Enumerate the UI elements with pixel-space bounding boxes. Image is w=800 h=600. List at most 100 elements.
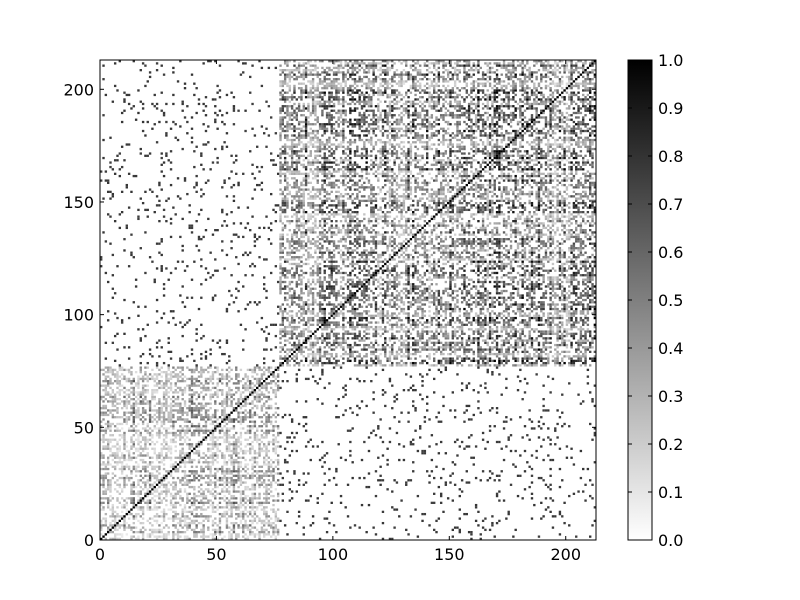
heatmap-cell (218, 339, 222, 342)
heatmap-cell (267, 332, 271, 335)
heatmap-cell (132, 521, 135, 525)
heatmap-cell (451, 330, 454, 333)
heatmap-cell (446, 497, 450, 500)
heatmap-cell (169, 420, 173, 423)
heatmap-cell (398, 339, 401, 342)
heatmap-cell (195, 404, 198, 408)
heatmap-cell (477, 339, 480, 342)
heatmap-cell (118, 515, 122, 518)
heatmap-cell (197, 490, 201, 493)
heatmap-cell (572, 355, 576, 358)
heatmap-cell (584, 499, 587, 502)
heatmap-cell (549, 332, 552, 335)
heatmap-cell (207, 476, 210, 480)
heatmap-cell (437, 368, 441, 372)
heatmap-cell (228, 418, 231, 421)
heatmap-cell (258, 389, 261, 392)
heatmap-cell (267, 461, 271, 464)
heatmap-cell (321, 339, 324, 342)
heatmap-cell (272, 528, 275, 532)
heatmap-cell (111, 530, 115, 534)
heatmap-cell (167, 380, 170, 383)
heatmap-cell (314, 359, 317, 363)
heatmap-cell (172, 422, 175, 426)
heatmap-cell (505, 350, 508, 353)
heatmap-cell (111, 391, 115, 394)
heatmap-cell (190, 395, 194, 399)
heatmap-cell (239, 443, 243, 446)
heatmap-cell (165, 398, 168, 401)
heatmap-cell (556, 323, 559, 326)
heatmap-cell (179, 411, 182, 414)
heatmap-cell (137, 492, 140, 495)
heatmap-cell (118, 398, 122, 401)
heatmap-cell (388, 339, 392, 342)
heatmap-cell (144, 467, 147, 471)
heatmap-cell (218, 431, 222, 435)
heatmap-cell (113, 515, 117, 518)
heatmap-cell (209, 533, 212, 536)
heatmap-cell (325, 361, 329, 365)
heatmap-cell (568, 339, 571, 342)
heatmap-cell (144, 481, 147, 484)
heatmap-cell (221, 391, 224, 394)
heatmap-cell (195, 508, 198, 511)
heatmap-cell (141, 530, 145, 534)
heatmap-cell (530, 357, 534, 360)
heatmap-cell (370, 380, 373, 383)
heatmap-cell (162, 456, 166, 459)
heatmap-cell (335, 470, 338, 473)
heatmap-cell (165, 454, 168, 457)
heatmap-cell (207, 402, 210, 405)
heatmap-cell (207, 366, 210, 369)
heatmap-cell (465, 343, 468, 347)
heatmap-cell (160, 501, 163, 504)
heatmap-cell (561, 337, 564, 340)
heatmap-cell (232, 479, 236, 482)
heatmap-cell (267, 463, 271, 466)
heatmap-cell (272, 508, 275, 511)
heatmap-cell (304, 346, 308, 349)
heatmap-cell (141, 461, 145, 464)
heatmap-cell (235, 461, 238, 464)
heatmap-cell (132, 497, 135, 500)
heatmap-cell (158, 413, 161, 417)
heatmap-cell (570, 361, 573, 365)
heatmap-cell (274, 458, 278, 462)
heatmap-cell (186, 521, 189, 525)
heatmap-cell (207, 488, 210, 491)
heatmap-cell (167, 490, 170, 493)
heatmap-cell (444, 341, 448, 344)
heatmap-cell (146, 465, 149, 468)
heatmap-cell (211, 535, 215, 538)
heatmap-cell (116, 454, 119, 457)
heatmap-cell (509, 337, 513, 340)
heatmap-cell (214, 506, 217, 509)
heatmap-cell (223, 402, 226, 405)
heatmap-cell (491, 472, 494, 475)
heatmap-cell (449, 343, 452, 347)
heatmap-cell (186, 492, 189, 495)
heatmap-cell (216, 395, 219, 399)
heatmap-cell (111, 508, 115, 511)
heatmap-cell (100, 467, 103, 471)
heatmap-cell (181, 483, 184, 486)
heatmap-cell (449, 474, 452, 477)
heatmap-cell (500, 346, 503, 349)
heatmap-cell (269, 416, 273, 419)
heatmap-cell (106, 420, 110, 423)
heatmap-cell (106, 382, 110, 385)
heatmap-cell (269, 481, 273, 484)
heatmap-cell (377, 425, 380, 428)
heatmap-cell (330, 328, 333, 331)
heatmap-cell (162, 370, 166, 374)
heatmap-cell (244, 386, 247, 390)
heatmap-cell (141, 533, 145, 536)
heatmap-cell (269, 470, 273, 473)
heatmap-cell (337, 416, 340, 419)
heatmap-cell (106, 375, 110, 378)
heatmap-cell (449, 341, 452, 344)
heatmap-cell (372, 391, 375, 394)
heatmap-cell (384, 348, 387, 351)
heatmap-cell (251, 526, 254, 529)
